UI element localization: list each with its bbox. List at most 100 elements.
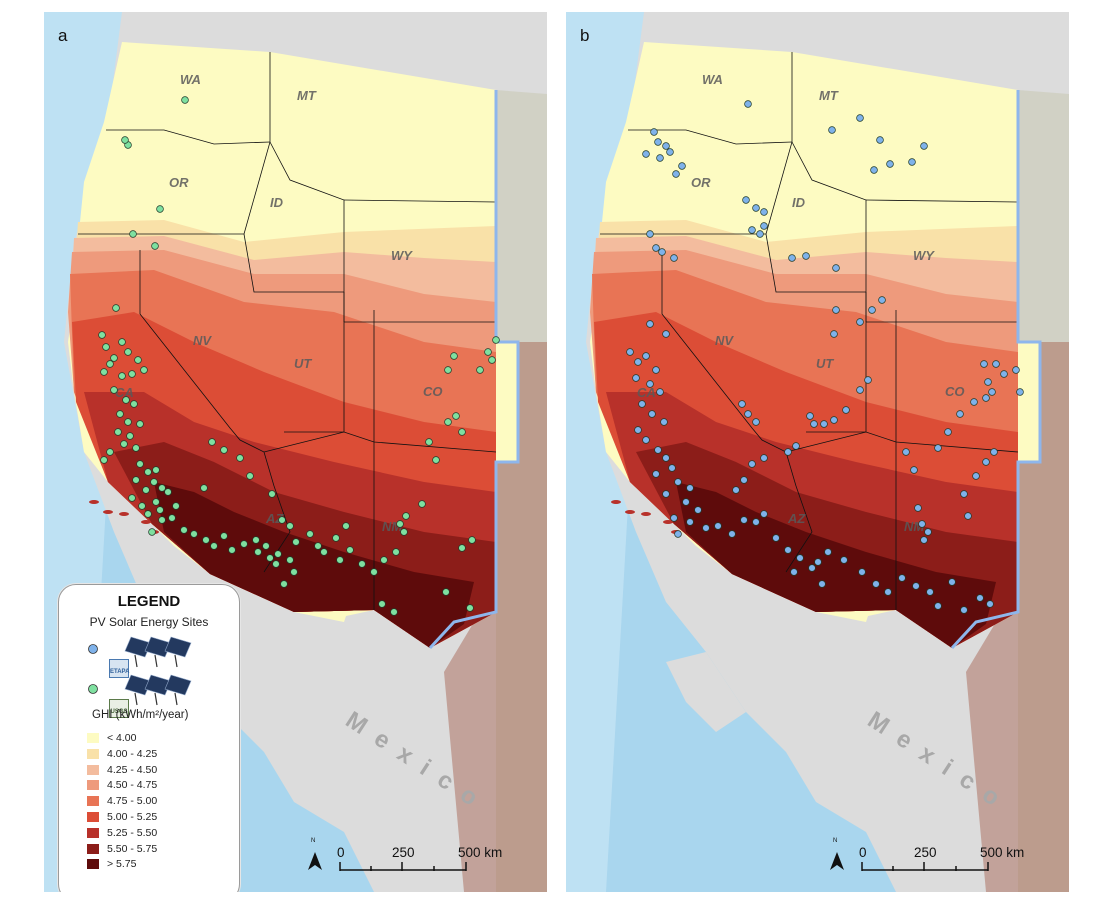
- pv-site-marker: [106, 360, 114, 368]
- pv-site-marker: [98, 331, 106, 339]
- pv-site-marker: [660, 418, 668, 426]
- pv-site-marker: [272, 560, 280, 568]
- pv-site-marker: [668, 464, 676, 472]
- pv-site-marker: [246, 472, 254, 480]
- ghi-class-label: 4.50 - 4.75: [107, 779, 158, 792]
- pv-site-marker: [878, 296, 886, 304]
- pv-site-marker: [732, 486, 740, 494]
- pv-site-marker: [650, 128, 658, 136]
- pv-site-marker: [121, 136, 129, 144]
- pv-site-marker: [864, 376, 872, 384]
- state-label: MT: [297, 88, 317, 103]
- scale-tick-0: 0: [337, 845, 345, 860]
- pv-site-marker: [902, 448, 910, 456]
- pv-site-marker: [392, 548, 400, 556]
- island: [103, 510, 113, 514]
- outside-study-area: [1018, 90, 1069, 892]
- north-label: N: [833, 838, 838, 844]
- pv-site-marker: [180, 526, 188, 534]
- pv-site-marker: [274, 550, 282, 558]
- pv-site-marker: [314, 542, 322, 550]
- pv-site-marker: [926, 588, 934, 596]
- pv-site-marker: [728, 530, 736, 538]
- state-label: WY: [913, 248, 935, 263]
- pv-site-marker: [466, 604, 474, 612]
- state-border: [785, 431, 1019, 453]
- ghi-class-label: 4.00 - 4.25: [107, 747, 158, 760]
- legend-subtitle: PV Solar Energy Sites: [89, 615, 209, 629]
- pv-site-marker: [988, 388, 996, 396]
- pv-site-marker: [960, 490, 968, 498]
- pv-site-marker: [286, 556, 294, 564]
- pv-site-marker: [744, 410, 752, 418]
- pv-site-marker: [286, 522, 294, 530]
- pv-site-marker: [920, 142, 928, 150]
- pv-site-marker: [278, 516, 286, 524]
- pv-site-marker: [740, 476, 748, 484]
- map-panel-a: WA OR MT ID WY NV UT CO CA AZ NM Mexico a LEGEND PV…: [44, 12, 547, 892]
- pv-site-marker: [956, 410, 964, 418]
- pv-site-marker: [694, 506, 702, 514]
- pv-site-marker: [306, 530, 314, 538]
- pv-site-marker: [808, 564, 816, 572]
- pv-site-marker: [634, 358, 642, 366]
- pv-site-marker: [136, 420, 144, 428]
- pv-site-marker: [648, 410, 656, 418]
- pv-site-marker: [652, 244, 660, 252]
- pv-site-marker: [208, 438, 216, 446]
- pv-site-marker: [432, 456, 440, 464]
- pv-site-marker: [476, 366, 484, 374]
- pv-site-marker: [634, 426, 642, 434]
- pv-site-marker: [172, 502, 180, 510]
- state-label: OR: [691, 175, 711, 190]
- pv-site-marker: [784, 448, 792, 456]
- pv-site-marker: [336, 556, 344, 564]
- pv-site-marker: [220, 532, 228, 540]
- pv-site-marker: [830, 416, 838, 424]
- pv-site-marker: [202, 536, 210, 544]
- pv-site-marker: [832, 306, 840, 314]
- pv-site-marker: [118, 338, 126, 346]
- state-border: [791, 141, 867, 322]
- state-label: UT: [294, 356, 312, 371]
- ghi-swatch: [87, 859, 99, 870]
- pv-site-marker: [980, 360, 988, 368]
- pv-site-marker: [924, 528, 932, 536]
- pv-site-marker: [686, 518, 694, 526]
- pv-site-marker: [236, 454, 244, 462]
- pv-site-marker: [320, 548, 328, 556]
- island: [89, 500, 99, 504]
- pv-site-marker: [790, 568, 798, 576]
- pv-site-marker: [870, 166, 878, 174]
- outside-study-area: [496, 90, 547, 892]
- state-label: CO: [945, 384, 965, 399]
- pv-site-marker: [948, 578, 956, 586]
- pv-site-marker: [642, 150, 650, 158]
- pv-site-marker: [425, 438, 433, 446]
- pv-site-marker: [748, 226, 756, 234]
- agency-logo-b: USGS: [109, 699, 129, 718]
- pv-site-marker: [686, 484, 694, 492]
- pv-site-marker: [124, 348, 132, 356]
- baja-peninsula: [666, 652, 746, 732]
- pv-site-marker: [252, 536, 260, 544]
- pv-site-marker: [100, 368, 108, 376]
- ghi-class-label: 5.25 - 5.50: [107, 826, 158, 839]
- pv-site-marker: [934, 602, 942, 610]
- pv-site-marker: [100, 456, 108, 464]
- pv-site-marker: [488, 356, 496, 364]
- pv-site-marker: [788, 254, 796, 262]
- state-label: WA: [702, 72, 723, 87]
- pv-site-marker: [652, 366, 660, 374]
- pv-site-marker: [828, 126, 836, 134]
- pv-site-marker: [1000, 370, 1008, 378]
- pv-site-marker: [642, 352, 650, 360]
- scale-tick-250: 250: [392, 845, 415, 860]
- pv-site-marker: [824, 548, 832, 556]
- pv-site-marker: [972, 472, 980, 480]
- state-label: CA: [637, 385, 656, 400]
- state-border: [343, 199, 497, 203]
- state-border: [106, 129, 271, 145]
